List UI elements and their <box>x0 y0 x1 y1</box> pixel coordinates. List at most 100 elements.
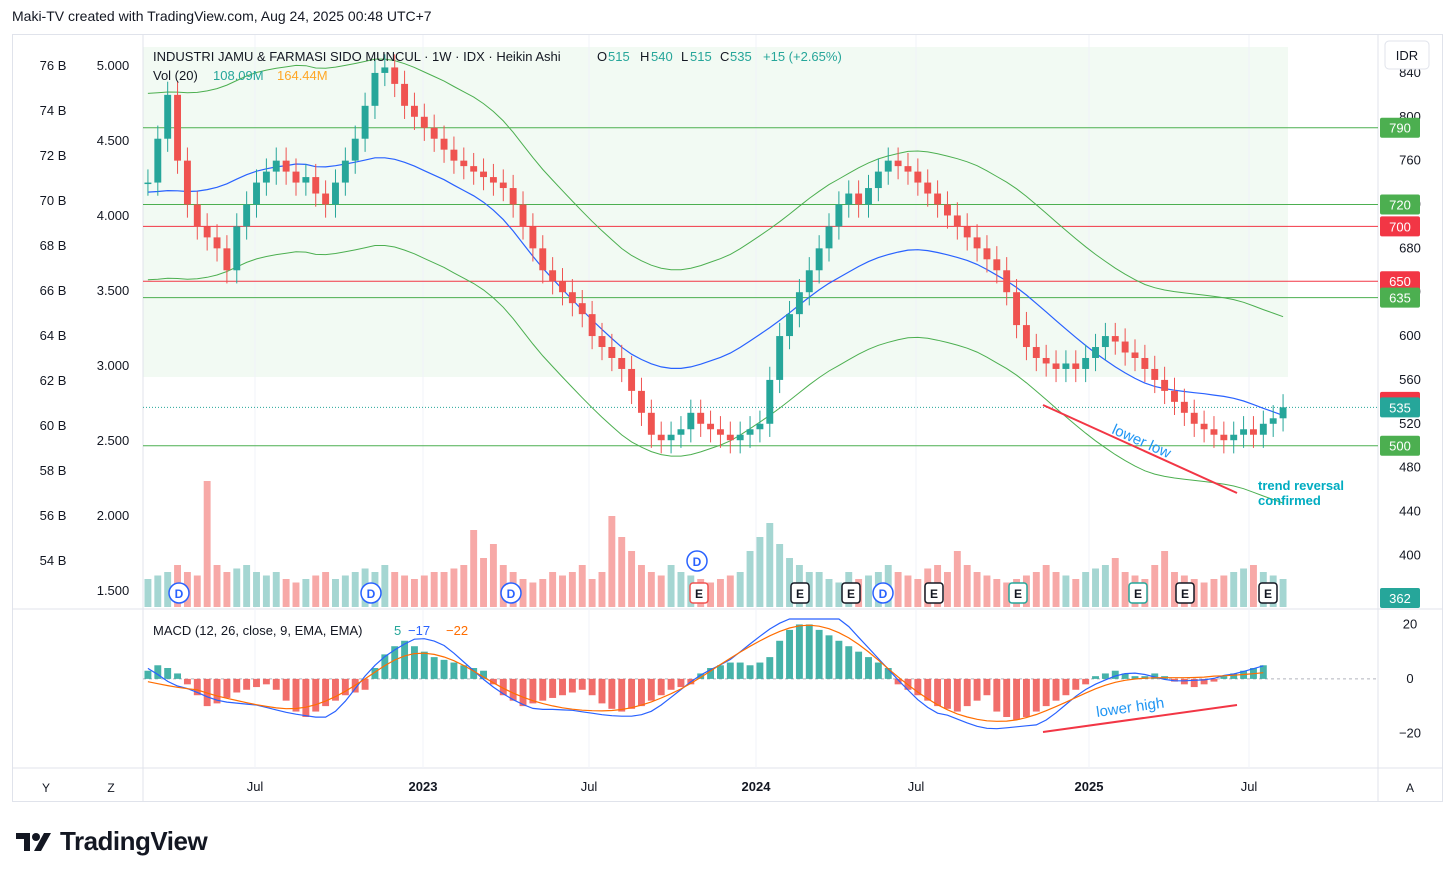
volume-axis-label: 58 B <box>40 463 67 478</box>
event-marker-label: E <box>930 587 938 601</box>
macd-histogram-bar <box>499 678 507 696</box>
candle-body <box>1171 390 1178 402</box>
candle-body <box>568 292 576 304</box>
volume-bar <box>193 575 201 607</box>
macd-histogram-bar <box>480 670 487 679</box>
candle-body <box>539 248 547 271</box>
macd-histogram-bar <box>1141 676 1149 679</box>
price-axis-label: 760 <box>1399 153 1421 168</box>
macd-histogram-bar <box>973 678 981 701</box>
candle-body <box>450 149 458 161</box>
volume-bar <box>835 582 843 607</box>
volume-axis-label: 64 B <box>40 328 67 343</box>
time-axis-label: Jul <box>908 779 925 794</box>
candle-body <box>282 160 290 172</box>
left-price-axis-label: 3.000 <box>97 358 130 373</box>
candle-body <box>174 94 182 161</box>
price-axis-label: 400 <box>1399 547 1421 562</box>
candle-body <box>144 182 152 185</box>
candle-body <box>233 226 241 271</box>
volume-bar <box>282 579 290 607</box>
volume-axis-label: 68 B <box>40 238 67 253</box>
volume-bar <box>391 572 399 607</box>
candle-body <box>1161 379 1169 391</box>
candle-body <box>401 83 409 106</box>
macd-histogram-bar <box>450 662 458 679</box>
candle-body <box>183 160 191 205</box>
volume-axis-label: 74 B <box>40 103 67 118</box>
macd-histogram-bar <box>292 678 300 712</box>
volume-bar <box>993 579 1001 607</box>
volume-bar <box>450 568 458 607</box>
candle-body <box>410 105 418 117</box>
volume-bar <box>667 565 675 607</box>
candle-body <box>835 204 843 227</box>
candle-body <box>420 116 428 128</box>
volume-bar <box>756 537 764 607</box>
volume-bar <box>203 481 211 607</box>
z-button[interactable]: Z <box>107 781 114 795</box>
candle-body <box>766 379 774 424</box>
volume-axis-label: 70 B <box>40 193 67 208</box>
candle-body <box>1072 363 1080 369</box>
macd-histogram-bar <box>1151 673 1159 679</box>
price-level-tag <box>1380 271 1420 292</box>
currency-button[interactable] <box>1384 40 1430 70</box>
macd-histogram-bar <box>1131 676 1139 679</box>
volume-bar <box>1032 572 1040 607</box>
macd-histogram-bar <box>776 640 784 679</box>
volume-bar <box>865 575 872 607</box>
candle-body <box>707 423 715 430</box>
close-label: C <box>720 49 729 64</box>
volume-bar <box>618 537 626 607</box>
price-axis-label: 680 <box>1399 240 1421 255</box>
volume-bar <box>1220 575 1228 607</box>
volume-axis-label: 62 B <box>40 373 67 388</box>
candle-body <box>262 171 270 183</box>
candle-body <box>292 171 300 183</box>
price-axis-label: 440 <box>1399 503 1421 518</box>
candle-body <box>805 270 813 293</box>
volume-bar <box>1279 579 1287 607</box>
candle-body <box>578 303 586 315</box>
volume-bar <box>243 565 251 607</box>
candle-body <box>529 226 537 249</box>
volume-bar <box>332 579 339 607</box>
macd-histogram-bar <box>381 654 389 679</box>
time-axis-label: Jul <box>1241 779 1258 794</box>
volume-axis-label: 66 B <box>40 283 67 298</box>
macd-histogram-bar <box>815 629 823 679</box>
candle-body <box>716 429 724 435</box>
candle-body <box>726 434 734 441</box>
y-button[interactable]: Y <box>42 781 50 795</box>
macd-histogram-bar <box>667 678 675 690</box>
macd-axis-label: −20 <box>1399 725 1421 740</box>
macd-histogram-bar <box>1082 678 1090 685</box>
volume-bar <box>262 575 270 607</box>
volume-bar <box>292 582 300 607</box>
price-level-tag-label: 635 <box>1389 291 1411 306</box>
candle-body <box>884 160 892 172</box>
candle-body <box>687 412 695 430</box>
left-price-axis-label: 3.500 <box>97 283 130 298</box>
time-axis-label: Jul <box>581 779 598 794</box>
macd-axis-label: 0 <box>1406 671 1413 686</box>
auto-scale-button[interactable]: A <box>1406 781 1414 795</box>
macd-histogram-bar <box>519 678 527 707</box>
candle-body <box>894 160 902 167</box>
candle-body <box>667 434 675 441</box>
volume-bar <box>302 579 310 607</box>
macd-histogram-bar <box>312 678 320 712</box>
candle-body <box>193 204 201 227</box>
volume-bar <box>1161 551 1169 607</box>
macd-histogram-bar <box>924 678 932 701</box>
candle-body <box>1240 429 1248 435</box>
candle-body <box>638 390 645 413</box>
macd-histogram-bar <box>559 678 566 696</box>
tradingview-brand-text: TradingView <box>60 826 208 856</box>
candle-body <box>223 248 231 271</box>
candle-body <box>361 105 369 139</box>
candle-body <box>1180 401 1188 413</box>
macd-histogram-bar <box>420 651 428 679</box>
lower-low-annotation: lower low <box>1109 421 1173 462</box>
